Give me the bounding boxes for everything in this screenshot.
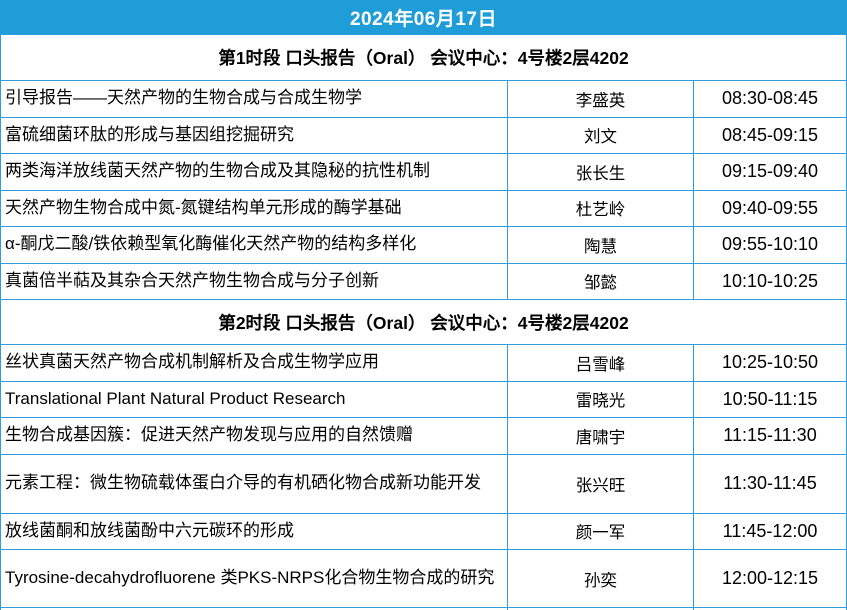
session-1-header: 第1时段 口头报告（Oral） 会议中心：4号楼2层4202 xyxy=(0,34,847,81)
talk-title: Translational Plant Natural Product Rese… xyxy=(0,380,508,418)
talk-speaker: 邹懿 xyxy=(507,262,694,300)
talk-title: 天然产物生物合成中氮-氮键结构单元形成的酶学基础 xyxy=(0,189,508,227)
date-header-label: 2024年06月17日 xyxy=(349,8,498,30)
talk-time: 11:15-11:30 xyxy=(692,417,847,455)
talk-row: 元素工程：微生物硫载体蛋白介导的有机硒化物合成新功能开发 张兴旺 11:30-1… xyxy=(0,453,847,514)
talk-title: 生物合成基因簇：促进天然产物发现与应用的自然馈赠 xyxy=(0,417,508,455)
talk-row: 引导报告——天然产物的生物合成与合成生物学 李盛英 08:30-08:45 xyxy=(0,80,847,118)
talk-row: α-酮戊二酸/铁依赖型氧化酶催化天然产物的结构多样化 陶慧 09:55-10:1… xyxy=(0,226,847,264)
talk-time: 10:50-11:15 xyxy=(692,380,847,418)
talk-row: 生物合成基因簇：促进天然产物发现与应用的自然馈赠 唐啸宇 11:15-11:30 xyxy=(0,417,847,455)
talk-row: 富硫细菌环肽的形成与基因组挖掘研究 刘文 08:45-09:15 xyxy=(0,116,847,154)
schedule-table: 第1时段 口头报告（Oral） 会议中心：4号楼2层4202 引导报告——天然产… xyxy=(0,34,847,610)
talk-title: 元素工程：微生物硫载体蛋白介导的有机硒化物合成新功能开发 xyxy=(0,453,508,514)
talk-title: 丝状真菌天然产物合成机制解析及合成生物学应用 xyxy=(0,344,508,382)
talk-title: 富硫细菌环肽的形成与基因组挖掘研究 xyxy=(0,116,508,154)
talk-title: 真菌倍半萜及其杂合天然产物生物合成与分子创新 xyxy=(0,262,508,300)
talk-time: 09:40-09:55 xyxy=(692,189,847,227)
talk-time: 11:45-12:00 xyxy=(692,512,847,550)
talk-speaker: 张兴旺 xyxy=(507,453,694,514)
talk-speaker: 陶慧 xyxy=(507,226,694,264)
talk-time: 08:30-08:45 xyxy=(692,80,847,118)
talk-time: 12:00-12:15 xyxy=(692,549,847,608)
talk-speaker: 李盛英 xyxy=(507,80,694,118)
talk-time: 09:55-10:10 xyxy=(692,226,847,264)
talk-row: 真菌倍半萜及其杂合天然产物生物合成与分子创新 邹懿 10:10-10:25 xyxy=(0,262,847,300)
talk-time: 09:15-09:40 xyxy=(692,153,847,191)
talk-speaker: 杜艺岭 xyxy=(507,189,694,227)
talk-row: 丝状真菌天然产物合成机制解析及合成生物学应用 吕雪峰 10:25-10:50 xyxy=(0,344,847,382)
talk-title: 放线菌酮和放线菌酚中六元碳环的形成 xyxy=(0,512,508,550)
partial-cell xyxy=(692,607,847,610)
talk-time: 08:45-09:15 xyxy=(692,116,847,154)
talk-row: 两类海洋放线菌天然产物的生物合成及其隐秘的抗性机制 张长生 09:15-09:4… xyxy=(0,153,847,191)
talk-time: 11:30-11:45 xyxy=(692,453,847,514)
talk-time: 10:25-10:50 xyxy=(692,344,847,382)
date-header: 2024年06月17日 xyxy=(0,0,847,34)
talk-title: Tyrosine-decahydrofluorene 类PKS-NRPS化合物生… xyxy=(0,549,508,608)
talk-speaker: 孙奕 xyxy=(507,549,694,608)
talk-title: α-酮戊二酸/铁依赖型氧化酶催化天然产物的结构多样化 xyxy=(0,226,508,264)
talk-row: Tyrosine-decahydrofluorene 类PKS-NRPS化合物生… xyxy=(0,549,847,608)
session-1-header-row: 第1时段 口头报告（Oral） 会议中心：4号楼2层4202 xyxy=(0,34,847,81)
talk-row: 天然产物生物合成中氮-氮键结构单元形成的酶学基础 杜艺岭 09:40-09:55 xyxy=(0,189,847,227)
talk-title: 引导报告——天然产物的生物合成与合成生物学 xyxy=(0,80,508,118)
session-2-header-row: 第2时段 口头报告（Oral） 会议中心：4号楼2层4202 xyxy=(0,299,847,345)
talk-speaker: 雷晓光 xyxy=(507,380,694,418)
talk-row: 放线菌酮和放线菌酚中六元碳环的形成 颜一军 11:45-12:00 xyxy=(0,512,847,550)
talk-speaker: 张长生 xyxy=(507,153,694,191)
partial-next-row xyxy=(0,607,847,610)
session-2-header: 第2时段 口头报告（Oral） 会议中心：4号楼2层4202 xyxy=(0,299,847,345)
talk-row: Translational Plant Natural Product Rese… xyxy=(0,380,847,418)
talk-speaker: 唐啸宇 xyxy=(507,417,694,455)
talk-speaker: 吕雪峰 xyxy=(507,344,694,382)
talk-title: 两类海洋放线菌天然产物的生物合成及其隐秘的抗性机制 xyxy=(0,153,508,191)
talk-time: 10:10-10:25 xyxy=(692,262,847,300)
talk-speaker: 刘文 xyxy=(507,116,694,154)
talk-speaker: 颜一军 xyxy=(507,512,694,550)
